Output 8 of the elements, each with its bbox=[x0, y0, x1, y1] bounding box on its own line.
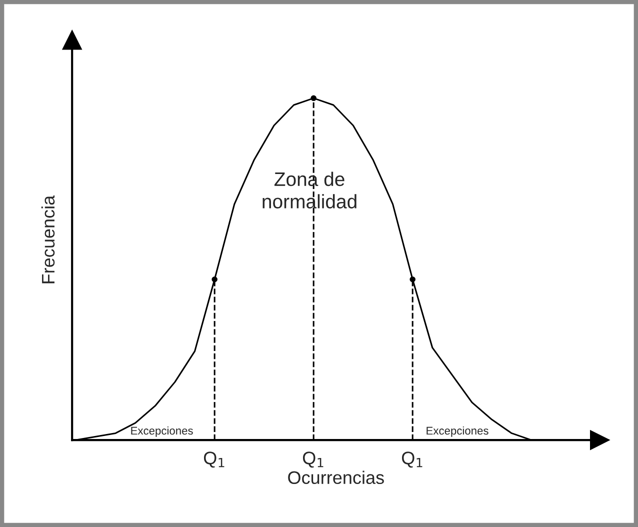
x-tick-label: Q$_{1}$ bbox=[302, 452, 324, 468]
x-tick-label: Q$_{1}$ bbox=[204, 452, 224, 468]
annotation: Zona de normalidad bbox=[262, 172, 356, 208]
annotation: Excepciones bbox=[426, 426, 488, 437]
y-axis-title: Frecuencia bbox=[41, 195, 55, 284]
annotation: Excepciones bbox=[131, 426, 193, 437]
x-tick-label: Q$_{1}$ bbox=[402, 452, 422, 468]
x-axis-title: Ocurrencias bbox=[288, 470, 384, 484]
